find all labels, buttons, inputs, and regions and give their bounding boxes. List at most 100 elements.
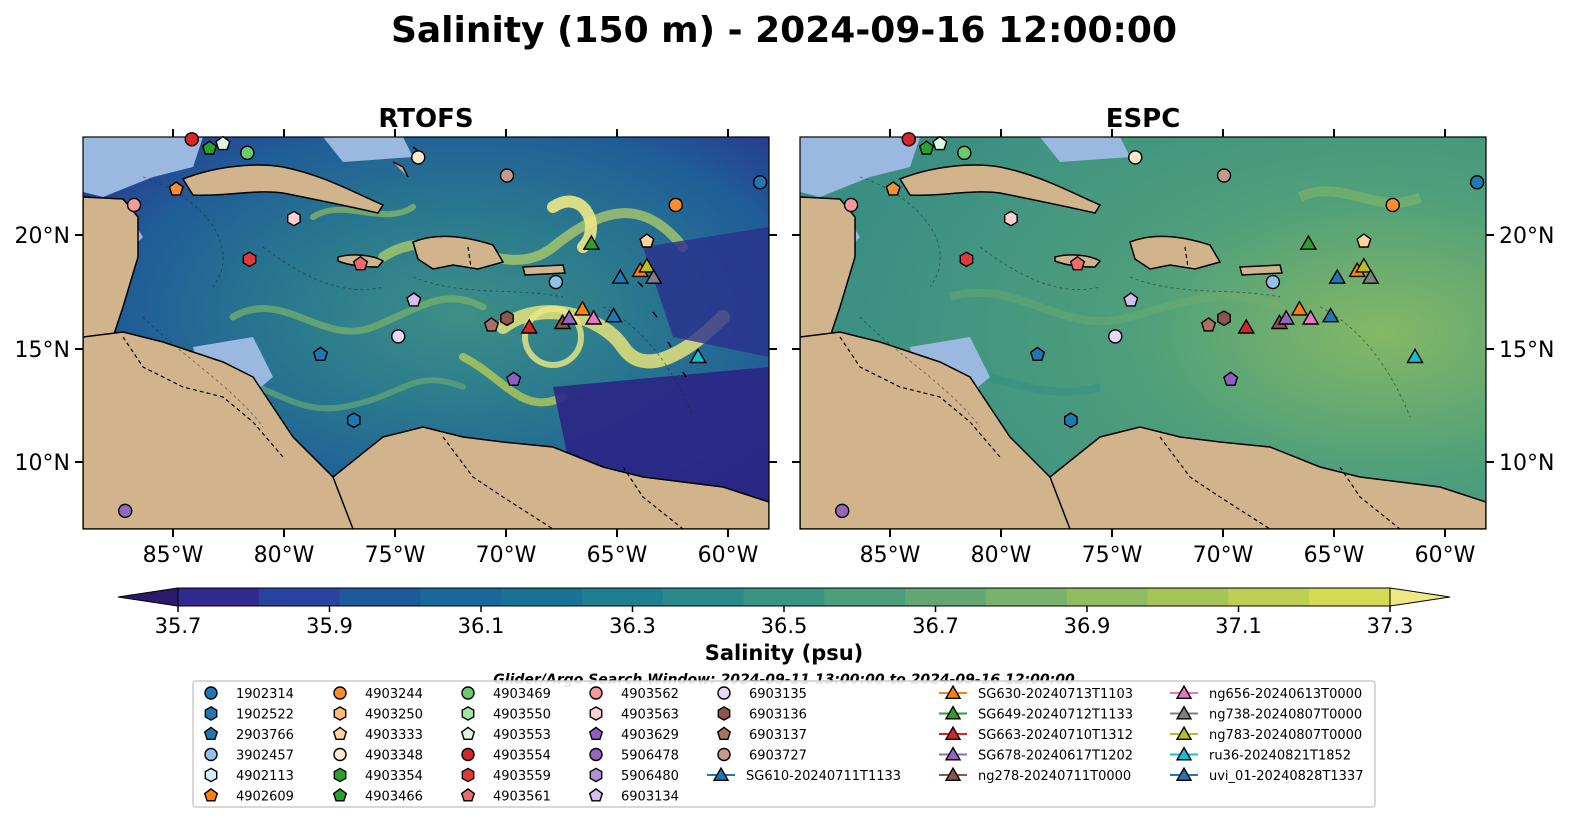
colorbar-segment — [905, 588, 987, 606]
glider-marker — [644, 268, 663, 284]
legend-marker — [204, 747, 218, 762]
puerto-rico — [1239, 264, 1283, 276]
argo-float-marker — [201, 140, 218, 155]
x-tick-label: 85°W — [143, 543, 204, 568]
y-tick-marks — [75, 234, 777, 463]
colorbar-tick-label: 37.1 — [1215, 614, 1262, 638]
legend-label: SG630-20240713T1103 — [978, 687, 1133, 702]
puerto-rico — [522, 264, 566, 276]
legend-box — [192, 680, 1376, 808]
glider-marker — [584, 309, 603, 325]
legend-label: 5906480 — [621, 769, 679, 784]
panel-title-rtofs: RTOFS — [378, 104, 473, 134]
legend-marker — [204, 706, 218, 721]
argo-float-marker — [1069, 255, 1086, 271]
x-tick-label: 75°W — [365, 543, 426, 568]
land — [800, 164, 1486, 529]
colorbar-extend-high — [1389, 587, 1451, 607]
argo-float-marker — [918, 140, 935, 155]
y-tick-label: 10°N — [15, 451, 70, 476]
colorbar-segments — [178, 588, 1391, 606]
axes-frame — [82, 136, 770, 530]
legend-marker — [460, 788, 476, 802]
x-tick-label: 60°W — [1415, 543, 1476, 568]
legend-marker — [204, 767, 218, 783]
argo-float-marker — [668, 197, 683, 213]
colorbar-segment — [1309, 588, 1391, 606]
colorbar-segment — [662, 588, 745, 606]
legend-marker — [333, 686, 347, 700]
legend-label: ng783-20240807T0000 — [1209, 728, 1362, 743]
legend-label: 4903559 — [493, 769, 551, 784]
legend-marker — [333, 747, 347, 762]
legend: Glider/Argo Search Window: 2024-09-11 13… — [192, 672, 1376, 808]
argo-float-marker — [548, 274, 564, 290]
legend-label: 4903553 — [493, 728, 551, 743]
legend-label: 5906478 — [621, 749, 679, 764]
colorbar-segment — [420, 588, 502, 606]
glider-marker — [1361, 268, 1380, 284]
legend-marker — [589, 747, 603, 762]
legend-marker — [944, 725, 962, 740]
legend-marker — [717, 686, 731, 700]
legend-marker — [1175, 746, 1193, 761]
legend-label: 4903469 — [493, 687, 551, 702]
argo-float-marker — [1108, 329, 1123, 344]
argo-float-marker — [483, 317, 500, 332]
argo-float-marker — [885, 181, 901, 196]
colorbar-segment — [501, 588, 583, 606]
markers-espc — [834, 132, 1485, 519]
argo-float-marker — [1128, 150, 1143, 165]
glider-marker — [1328, 268, 1347, 284]
argo-float-marker — [312, 346, 329, 362]
argo-float-marker — [406, 292, 422, 307]
legend-label: SG678-20240617T1202 — [978, 749, 1133, 764]
cuba — [181, 164, 385, 214]
axes-frame — [799, 136, 1487, 530]
glider-marker — [611, 268, 630, 284]
argo-float-marker — [1003, 210, 1018, 227]
y-tick-label: 20°N — [15, 224, 70, 249]
glider-marker — [1355, 257, 1373, 273]
legend-marker — [203, 788, 219, 802]
land — [83, 146, 769, 529]
x-tick-label: 80°W — [971, 543, 1032, 568]
legend-label: 4903554 — [493, 749, 551, 764]
legend-marker — [944, 746, 962, 761]
argo-float-marker — [957, 145, 972, 161]
bathymetry-contours — [142, 176, 694, 428]
political-borders — [839, 246, 1401, 529]
legend-marker — [461, 767, 475, 783]
glider-marker — [604, 307, 623, 323]
legend-entries: 1902314 1902522 2903766 3902457 4902113 49026… — [203, 684, 1363, 805]
legend-label: 6903727 — [749, 749, 807, 764]
x-tick-label: 60°W — [698, 543, 759, 568]
legend-label: 6903134 — [621, 790, 679, 805]
glider-marker — [638, 257, 656, 273]
argo-float-marker — [286, 210, 301, 227]
south-america — [332, 426, 769, 529]
legend-label: 4903250 — [365, 708, 423, 723]
legend-marker — [716, 726, 732, 740]
glider-marker — [1299, 234, 1318, 250]
legend-marker — [712, 766, 730, 781]
x-tick-label: 75°W — [1082, 543, 1143, 568]
colorbar-ticks: 35.7 35.9 36.1 36.3 36.5 36.7 36.9 37.1 37.3 — [155, 606, 1413, 638]
x-tick-marks — [172, 129, 729, 537]
colorbar-segment — [1147, 588, 1229, 606]
argo-float-marker — [391, 329, 406, 344]
legend-marker — [203, 726, 219, 740]
argo-float-marker — [411, 150, 426, 165]
argo-float-marker — [215, 135, 231, 151]
argo-float-marker — [932, 135, 948, 151]
colorbar-tick-label: 36.7 — [912, 614, 959, 638]
hispaniola — [1129, 235, 1222, 270]
legend-marker — [717, 706, 731, 721]
argo-float-marker — [168, 181, 184, 196]
colorbar-segment — [986, 588, 1068, 606]
glider-marker — [582, 234, 601, 250]
legend-label: 4903561 — [493, 790, 551, 805]
legend-marker — [944, 766, 962, 781]
argo-float-marker — [242, 251, 257, 268]
legend-marker — [333, 767, 347, 783]
